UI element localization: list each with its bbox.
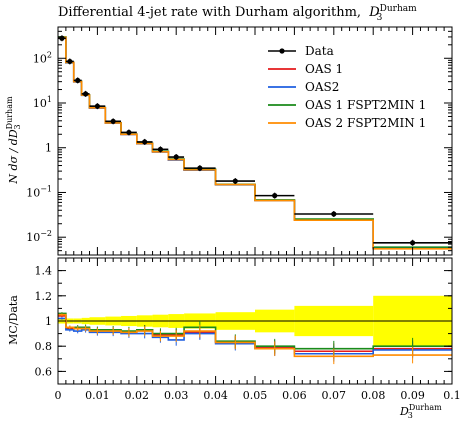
main-series-line-2 xyxy=(58,37,452,249)
legend-label: OAS 2 FSPT2MIN 1 xyxy=(305,116,426,130)
x-tick-label: 0 xyxy=(55,389,62,402)
main-y-tick-label: 101 xyxy=(33,95,52,110)
x-tick-label: 0.07 xyxy=(322,389,347,402)
main-y-tick-label: 1 xyxy=(45,142,52,155)
legend: Data OAS 1 OAS2 OAS 1 FSPT2MIN 1 OAS 2 FSPT2… xyxy=(268,44,426,130)
legend-label: OAS2 xyxy=(305,80,339,94)
data-point xyxy=(410,240,416,246)
x-axis-label: DDurham 3 xyxy=(399,403,442,420)
data-point xyxy=(197,165,203,171)
main-series-line-4 xyxy=(58,36,452,250)
ratio-y-tick-label: 1.4 xyxy=(35,265,53,278)
main-y-axis-label: N dσ / dDDurham3 xyxy=(5,96,22,185)
x-tick-label: 0.09 xyxy=(400,389,425,402)
data-point xyxy=(126,129,132,136)
legend-label: Data xyxy=(305,44,334,58)
x-tick-label: 0.08 xyxy=(361,389,386,402)
x-tick-label: 0.01 xyxy=(85,389,110,402)
legend-marker-point xyxy=(279,48,285,54)
x-tick-label: 0.1 xyxy=(443,389,461,402)
data-point xyxy=(142,139,148,145)
data-point xyxy=(67,58,73,65)
ratio-y-tick-label: 1 xyxy=(45,315,52,328)
ratio-plot-area: 0.6 0.8 1 1.2 1.4 0 0.01 0.02 0.03 0.04 0.05 0.06 0.… xyxy=(35,257,461,402)
main-plot-frame xyxy=(57,26,453,256)
data-point xyxy=(82,91,89,97)
x-tick-label: 0.04 xyxy=(203,389,228,402)
main-y-tick-label: 10−1 xyxy=(26,184,52,199)
data-point xyxy=(173,154,179,160)
ratio-y-tick-label: 0.6 xyxy=(35,365,53,378)
data-point xyxy=(272,193,278,199)
data-point xyxy=(94,103,100,109)
legend-label: OAS 1 FSPT2MIN 1 xyxy=(305,98,426,112)
main-plot-area: 10−2 10−1 1 101 102 xyxy=(26,26,453,256)
data-point xyxy=(331,211,337,217)
x-tick-label: 0.05 xyxy=(243,389,268,402)
x-tick-label: 0.02 xyxy=(125,389,150,402)
main-y-tick-label: 102 xyxy=(33,50,52,65)
ratio-y-tick-label: 1.2 xyxy=(35,290,53,303)
ratio-series-line-3 xyxy=(58,313,452,358)
ratio-y-axis-label: MC/Data xyxy=(7,295,20,345)
ratio-y-tick-label: 0.8 xyxy=(35,340,53,353)
main-series-line-3 xyxy=(58,36,452,248)
chart-title: Differential 4-jet rate with Durham algo… xyxy=(58,4,417,23)
main-series-line-1 xyxy=(58,36,452,249)
legend-label: OAS 1 xyxy=(305,62,343,76)
data-point xyxy=(232,178,238,184)
data-point xyxy=(75,77,81,84)
x-tick-label: 0.03 xyxy=(164,389,189,402)
x-tick-label: 0.06 xyxy=(282,389,307,402)
data-point xyxy=(110,118,116,124)
main-y-tick-label: 10−2 xyxy=(26,229,52,244)
data-point xyxy=(157,146,164,152)
